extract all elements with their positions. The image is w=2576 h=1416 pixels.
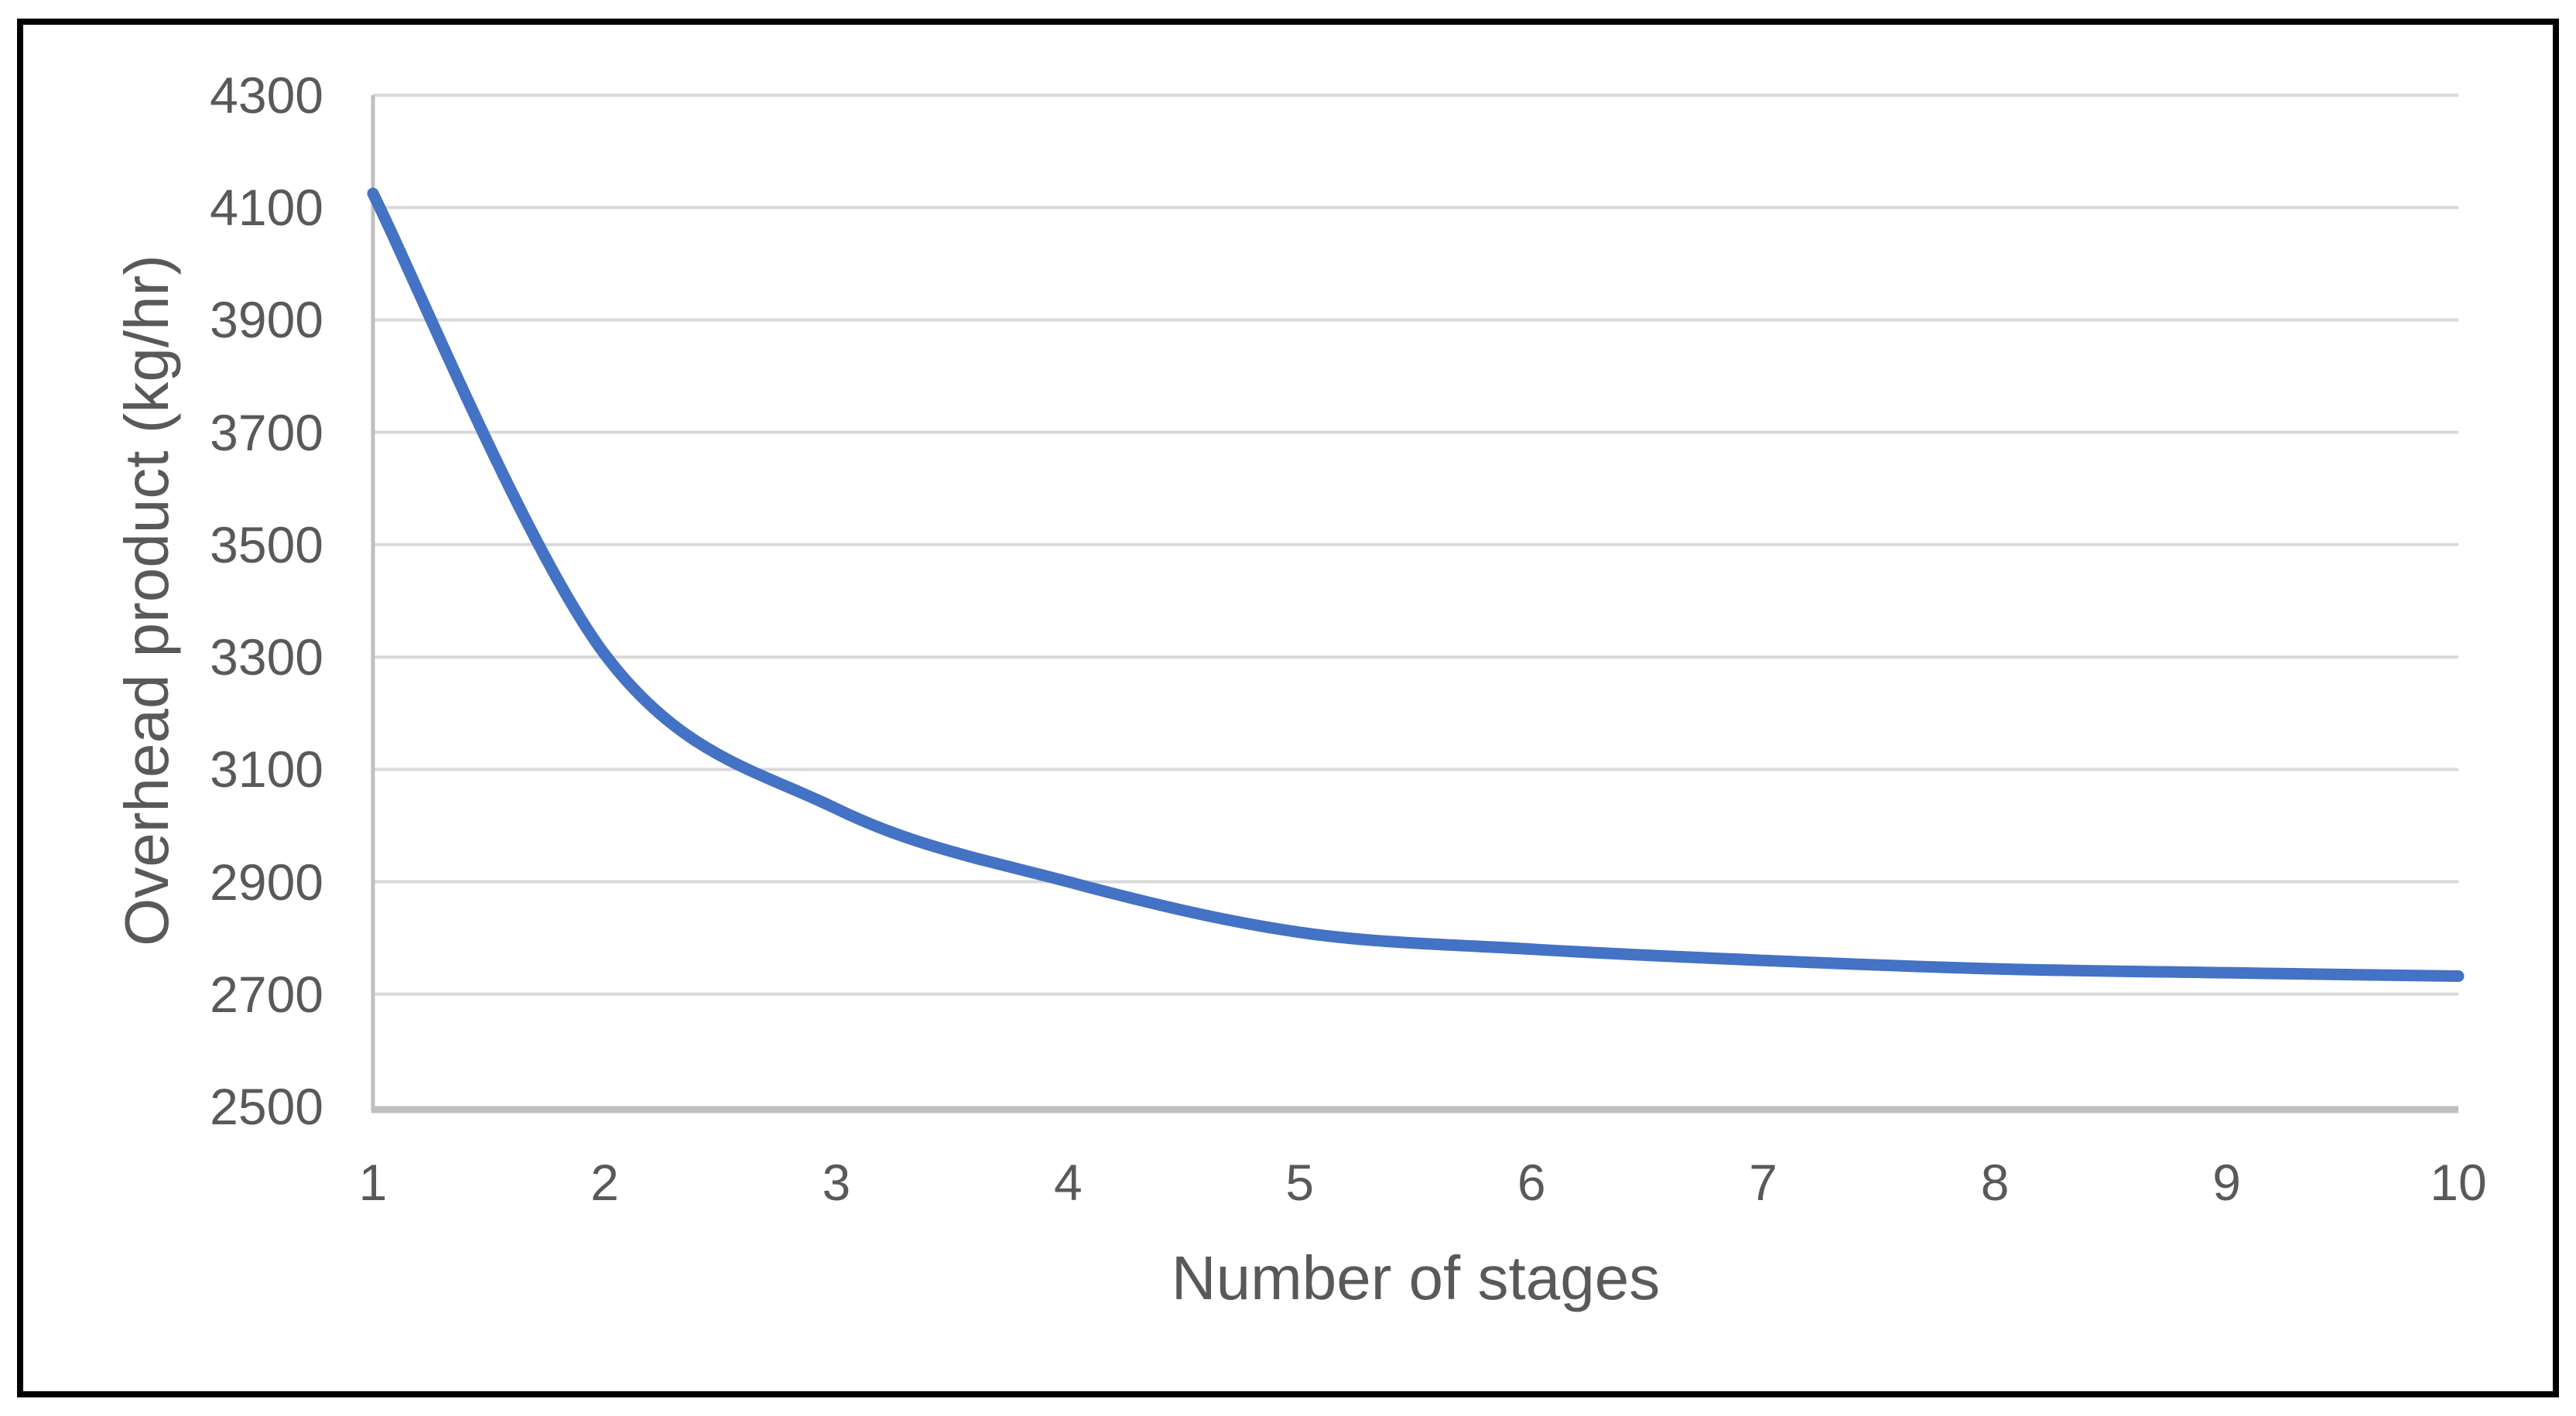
y-tick-label: 3100 [210, 740, 323, 799]
y-tick-label: 4100 [210, 179, 323, 237]
x-tick-label: 7 [1749, 1154, 1778, 1211]
y-tick-label: 2900 [210, 853, 323, 911]
x-tick-label: 8 [1980, 1154, 2010, 1211]
chart-border [17, 19, 2559, 1397]
y-tick-label: 3900 [210, 291, 323, 349]
y-tick-label: 2500 [210, 1078, 323, 1135]
y-axis-title: Overhead product (kg/hr) [112, 255, 181, 946]
x-axis-title: Number of stages [1171, 1243, 1661, 1312]
x-tick-label: 9 [2212, 1154, 2241, 1211]
x-tick-label: 3 [822, 1154, 851, 1211]
y-tick-label: 2700 [210, 965, 323, 1023]
series-lines [367, 187, 2465, 983]
x-tick-label: 4 [1053, 1154, 1083, 1211]
x-tick-label: 10 [2430, 1154, 2487, 1211]
y-tick-label: 3300 [210, 628, 323, 686]
gridlines [373, 94, 2458, 996]
x-tick-label: 1 [358, 1154, 388, 1211]
x-tick-label: 5 [1285, 1154, 1315, 1211]
series-line [367, 187, 2465, 983]
y-tick-label: 3700 [210, 403, 323, 461]
x-tick-label: 2 [590, 1154, 619, 1211]
x-tick-label: 6 [1517, 1154, 1546, 1211]
y-tick-label: 3500 [210, 515, 323, 573]
y-tick-label: 4300 [210, 67, 323, 124]
axes [371, 95, 2458, 1113]
